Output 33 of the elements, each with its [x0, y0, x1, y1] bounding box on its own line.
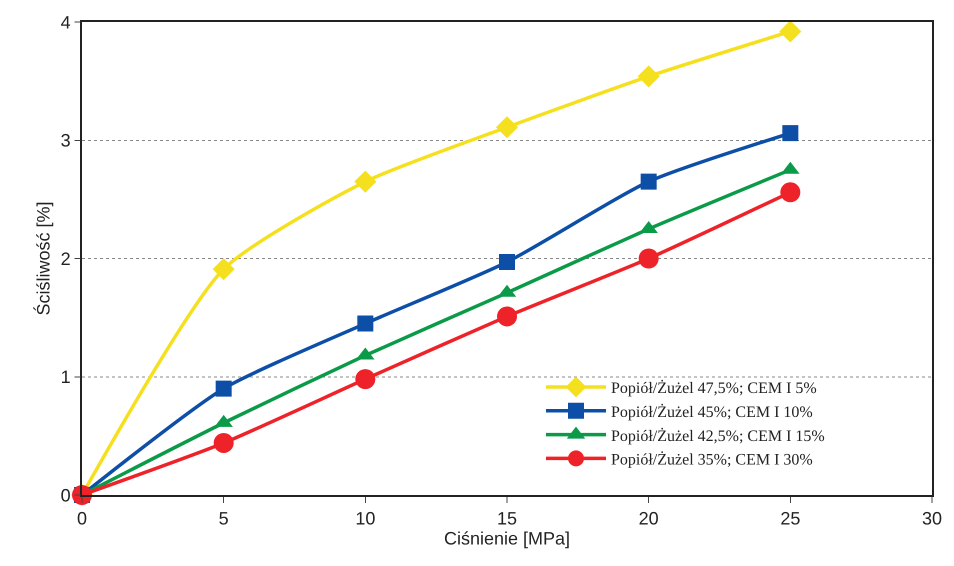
- x-tick-label: 15: [496, 508, 518, 528]
- x-axis-title: Ciśnienie [MPa]: [444, 528, 570, 548]
- point: [638, 248, 659, 268]
- point: [354, 170, 376, 193]
- point: [640, 174, 657, 190]
- y-tick-label: 1: [60, 367, 71, 388]
- legend-label: Popiół/Żużel 47,5%; CEM I 5%: [611, 379, 817, 398]
- x-tick-label: 30: [922, 508, 942, 528]
- point: [214, 432, 234, 453]
- point: [782, 125, 798, 142]
- y-axis-title: Ściśliwość [%]: [32, 201, 54, 316]
- point: [355, 369, 376, 390]
- y-tick-label: 3: [60, 130, 71, 151]
- point: [496, 116, 518, 138]
- y-tick-label: 2: [60, 248, 71, 269]
- point: [212, 258, 235, 280]
- x-tick-label: 5: [218, 508, 229, 528]
- point: [499, 254, 515, 270]
- legend-label: Popiół/Żużel 45%; CEM I 10%: [611, 403, 813, 422]
- legend-label: Popiół/Żużel 42,5%; CEM I 15%: [611, 426, 825, 445]
- point: [497, 306, 517, 326]
- point: [357, 316, 374, 332]
- x-tick-label: 10: [355, 508, 376, 528]
- point: [216, 380, 232, 397]
- point: [779, 20, 802, 43]
- x-tick-label: 0: [76, 508, 88, 528]
- point: [638, 65, 660, 88]
- legend-label: Popiół/Żużel 35%; CEM I 30%: [611, 450, 813, 469]
- x-tick-label: 20: [638, 508, 659, 528]
- y-tick-label: 4: [60, 12, 71, 32]
- point: [780, 182, 800, 202]
- x-tick-label: 25: [780, 508, 800, 528]
- y-tick-label: 0: [60, 485, 71, 506]
